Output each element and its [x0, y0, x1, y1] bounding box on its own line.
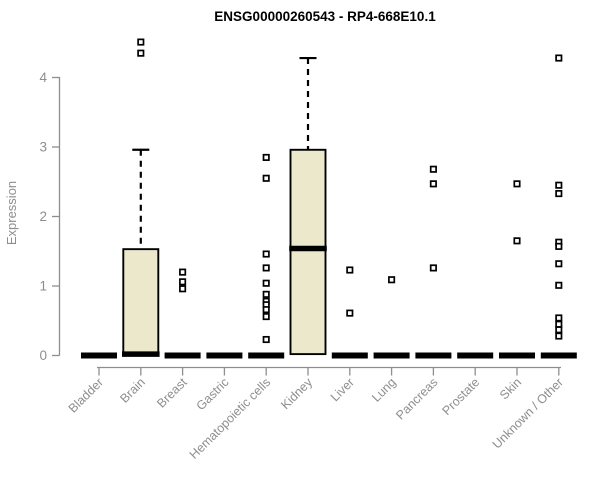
median-bar [415, 352, 452, 359]
median-bar [81, 352, 117, 359]
box-series [81, 38, 577, 359]
chart-title: ENSG00000260543 - RP4-668E10.1 [214, 9, 436, 24]
x-category-label: Unknown / Other [490, 375, 566, 451]
box-brain [122, 38, 160, 357]
outlier-point [429, 180, 437, 188]
outlier-point [137, 49, 145, 57]
box-prostate [457, 352, 494, 359]
outlier-point [555, 320, 563, 328]
x-category-label: Lung [369, 375, 399, 405]
median-bar [164, 352, 201, 359]
outlier-point [513, 237, 521, 245]
outlier-point [262, 279, 270, 287]
median-bar [248, 352, 285, 359]
box-hematopoietic-cells [248, 153, 285, 359]
outlier-point [262, 250, 270, 258]
outlier-point [346, 266, 354, 274]
outlier-point [429, 264, 437, 272]
outlier-point [555, 314, 563, 322]
box-unknown-other [540, 54, 577, 359]
outlier-point [262, 335, 270, 344]
outlier-point [555, 281, 563, 289]
outlier-point [555, 326, 563, 334]
median-bar [457, 352, 494, 359]
box-bladder [81, 352, 117, 359]
box-liver [331, 266, 368, 359]
outlier-point [262, 264, 270, 272]
x-category-label: Skin [497, 375, 524, 402]
box-kidney [289, 56, 327, 356]
box-rect [289, 148, 327, 356]
x-category-label: Bladder [66, 375, 106, 415]
box-skin [499, 180, 535, 359]
median-bar [331, 352, 368, 359]
outlier-point [262, 290, 270, 298]
outlier-point [346, 309, 354, 317]
x-category-label: Hematopoietic cells [187, 375, 274, 462]
outlier-point [555, 190, 563, 198]
box-breast [164, 268, 201, 359]
outlier-point [262, 313, 270, 321]
outlier-point [555, 181, 563, 189]
outlier-point [262, 153, 270, 161]
box-pancreas [415, 165, 452, 359]
outlier-point [513, 180, 521, 188]
median-bar [499, 352, 535, 359]
box-lung [373, 276, 410, 359]
outlier-point [429, 165, 437, 173]
x-category-label: Breast [154, 375, 190, 411]
y-axis-label: Expression [4, 181, 19, 245]
outlier-point [555, 54, 563, 62]
x-category-label: Kidney [278, 375, 315, 412]
median-bar [206, 352, 243, 359]
y-tick-label: 0 [39, 348, 47, 363]
outlier-point [179, 278, 187, 286]
outlier-point [137, 38, 145, 46]
outlier-point [388, 276, 396, 284]
box-gastric [206, 352, 243, 359]
outlier-point [262, 306, 270, 314]
box-rect [122, 248, 160, 357]
median-bar [540, 352, 577, 359]
x-category-label: Pancreas [393, 375, 440, 422]
y-tick-label: 3 [39, 140, 47, 155]
outlier-point [555, 260, 563, 268]
outlier-point [179, 268, 187, 276]
median-bar [373, 352, 410, 359]
y-tick-label: 1 [39, 279, 47, 294]
x-category-label: Brain [117, 375, 148, 406]
outlier-point [555, 242, 563, 250]
y-tick-label: 2 [39, 209, 47, 224]
y-tick-label: 4 [39, 70, 47, 85]
outlier-point [179, 285, 187, 293]
outlier-point [555, 332, 563, 340]
outlier-point [262, 174, 270, 182]
x-category-label: Prostate [439, 375, 482, 418]
x-category-label: Liver [328, 375, 357, 404]
x-category-label: Gastric [194, 375, 232, 413]
